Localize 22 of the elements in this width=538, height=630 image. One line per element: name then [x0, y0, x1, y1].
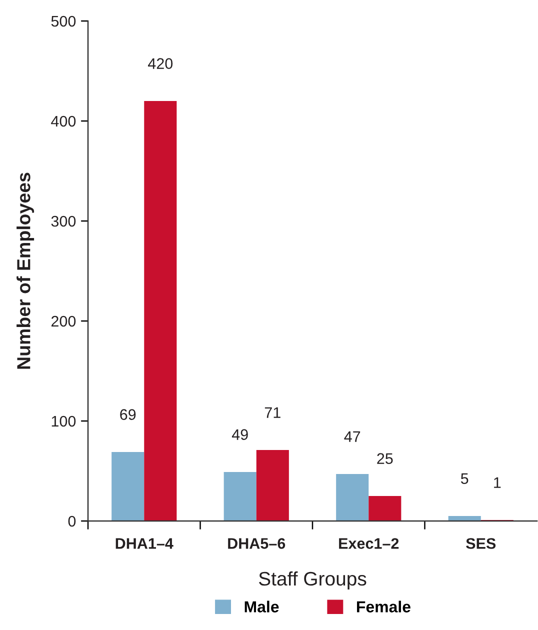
data-label: 25 [377, 453, 393, 464]
legend-label: Female [357, 600, 410, 612]
data-label: 47 [344, 431, 360, 442]
data-label: 71 [264, 407, 280, 418]
x-tick-label: SES [466, 538, 496, 549]
x-tick-label: DHA1–4 [116, 538, 174, 549]
y-axis-title: Number of Employees [16, 172, 34, 369]
data-label: 69 [120, 409, 136, 420]
data-label: 5 [460, 473, 468, 484]
y-tick-label: 500 [51, 16, 76, 27]
x-tick-label: Exec1–2 [339, 538, 399, 549]
x-axis-title: Staff Groups [258, 571, 366, 590]
x-tick-label: DHA5–6 [228, 538, 286, 549]
y-tick-label: 200 [51, 316, 76, 327]
y-tick-label: 400 [51, 116, 76, 127]
y-tick-label: 300 [51, 216, 76, 227]
data-label: 49 [232, 429, 248, 440]
y-tick-label: 0 [68, 516, 76, 527]
data-label: 1 [494, 477, 501, 488]
legend-label: Male [244, 600, 279, 612]
data-label: 420 [148, 58, 173, 69]
y-tick-label: 100 [52, 416, 76, 427]
